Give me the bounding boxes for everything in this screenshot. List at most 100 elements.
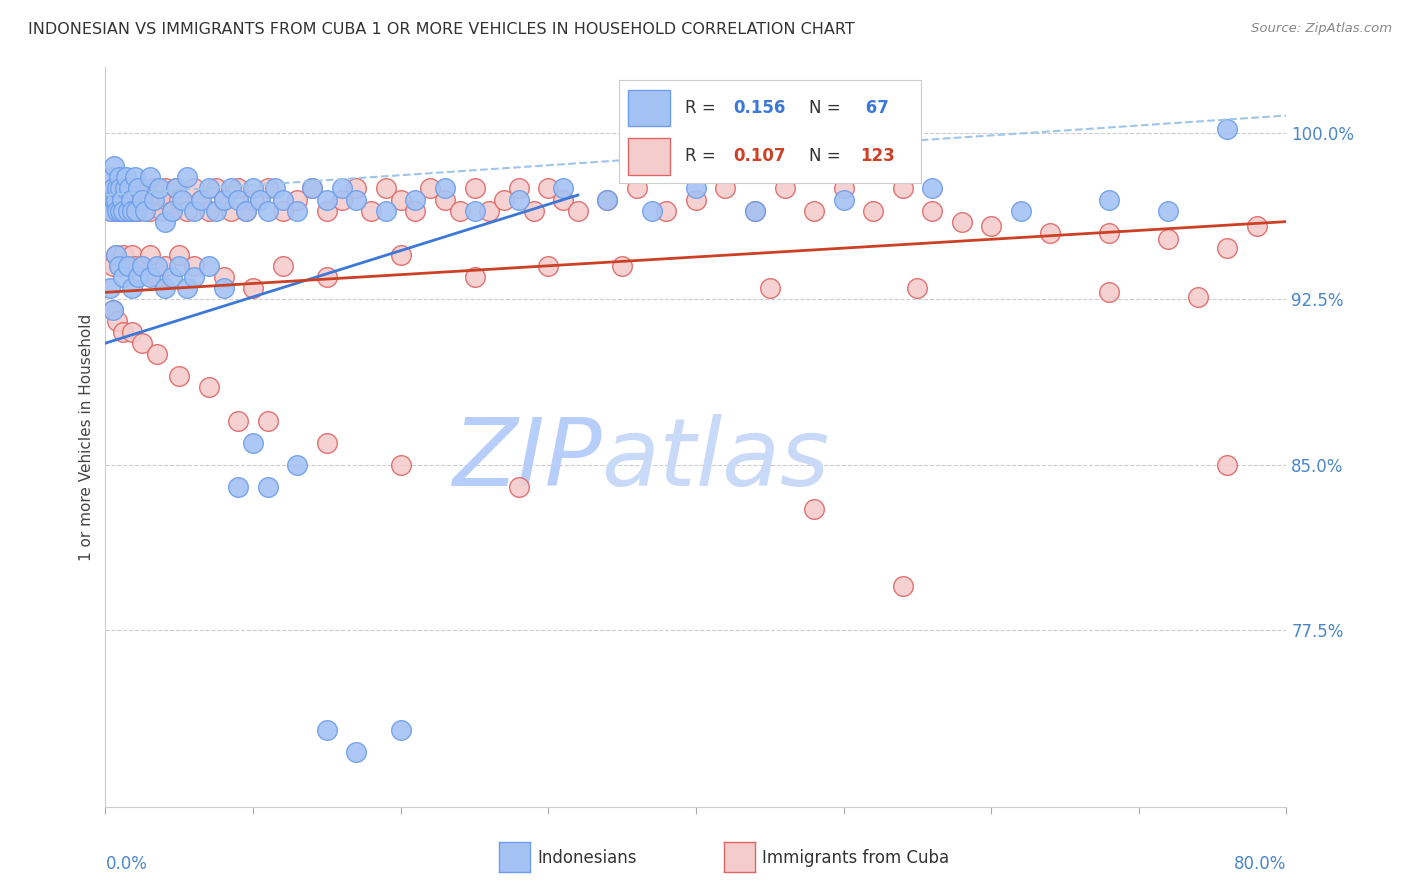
Point [228,193,250,207]
Point [287,193,309,207]
Point [346,181,368,195]
Point [125,193,148,207]
Text: R =: R = [685,147,721,165]
Point [907,281,929,295]
Text: 0.107: 0.107 [734,147,786,165]
Point [134,203,156,218]
Point [101,303,124,318]
Point [115,170,138,185]
Point [1157,232,1180,246]
Point [169,259,191,273]
Point [183,269,205,284]
Point [146,259,169,273]
Point [98,193,121,207]
Point [124,259,146,273]
Point [287,458,309,472]
Text: N =: N = [808,147,846,165]
Point [803,203,825,218]
Point [567,203,589,218]
Point [122,203,145,218]
Point [131,181,153,195]
Point [1098,226,1121,240]
Point [449,203,471,218]
Point [101,181,124,195]
Point [121,281,143,295]
Text: 0.156: 0.156 [734,99,786,117]
Point [117,181,139,195]
Point [315,193,337,207]
Point [685,181,707,195]
Point [97,193,120,207]
Point [103,193,125,207]
Point [212,193,235,207]
Point [190,193,212,207]
Point [107,259,129,273]
Point [101,259,124,273]
Point [1010,203,1032,218]
Point [104,248,127,262]
Point [148,181,170,195]
Point [596,193,619,207]
Point [127,269,149,284]
Point [271,193,294,207]
Point [104,193,127,207]
Point [138,248,162,262]
Point [1216,241,1239,255]
Point [891,579,914,593]
Point [626,181,648,195]
Point [114,181,136,195]
Point [146,193,169,207]
Point [389,248,412,262]
Point [315,435,337,450]
Point [105,203,128,218]
Point [596,193,619,207]
Point [641,203,664,218]
Point [242,435,264,450]
Point [1246,219,1268,233]
Point [190,193,212,207]
Point [271,203,294,218]
Point [478,203,501,218]
Point [160,203,183,218]
Text: N =: N = [808,99,846,117]
Point [744,203,766,218]
Point [228,413,250,427]
Text: R =: R = [685,99,721,117]
Point [212,269,235,284]
Point [205,203,228,218]
Point [115,193,138,207]
Point [120,193,142,207]
Point [1098,285,1121,300]
Point [120,193,142,207]
Point [176,170,198,185]
Point [138,269,162,284]
Point [433,181,456,195]
Point [146,347,169,361]
Point [685,193,707,207]
Point [131,259,153,273]
Point [523,203,546,218]
Point [257,480,280,494]
Point [104,193,127,207]
Point [950,214,973,228]
Point [105,314,128,328]
Point [107,181,129,195]
Point [131,193,153,207]
Point [117,259,139,273]
Text: 0.0%: 0.0% [105,855,148,873]
Point [264,181,287,195]
Point [389,193,412,207]
Point [103,181,125,195]
Point [759,281,782,295]
Point [773,181,796,195]
Text: Immigrants from Cuba: Immigrants from Cuba [762,849,949,867]
Point [537,259,560,273]
Point [110,203,132,218]
Point [551,193,574,207]
Point [150,203,173,218]
Point [235,203,257,218]
Point [117,259,139,273]
Point [271,259,294,273]
Point [131,336,153,351]
Point [183,203,205,218]
